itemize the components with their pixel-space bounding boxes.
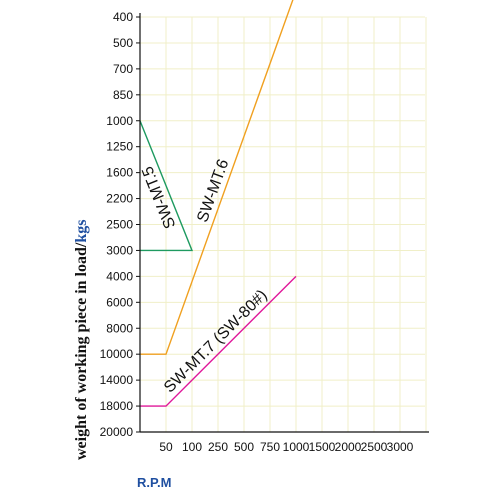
y-tick-label: 14000 — [100, 373, 134, 387]
y-axis-title-unit: kgs — [73, 220, 90, 243]
y-tick-label: 1600 — [106, 166, 133, 180]
y-axis-title-text: weight of working piece in load/ — [73, 242, 90, 460]
x-tick-label: 1000 — [283, 440, 310, 454]
series-label-2: SW-MT.6 — [194, 157, 232, 224]
series-label-1: SW-MT.5 — [139, 164, 179, 231]
series-layer — [139, 0, 297, 407]
y-tick-label: 1000 — [106, 114, 133, 128]
y-tick-label: 18000 — [100, 399, 134, 413]
series-line-3 — [140, 275, 297, 407]
y-tick-label: 700 — [113, 62, 133, 76]
y-tick-label: 500 — [113, 36, 133, 50]
x-tick-label: 2000 — [335, 440, 362, 454]
x-tick-label: 3000 — [387, 440, 414, 454]
y-tick-label: 3000 — [106, 243, 133, 257]
x-tick-label: 100 — [182, 440, 202, 454]
x-tick-label: 2500 — [361, 440, 388, 454]
y-tick-label: 10000 — [100, 347, 134, 361]
y-tick-label: 1250 — [106, 140, 133, 154]
x-tick-label: 750 — [260, 440, 280, 454]
x-tick-label: 1500 — [309, 440, 336, 454]
x-axis-title: R.P.M — [137, 475, 171, 490]
y-tick-label: 2200 — [106, 192, 133, 206]
x-tick-label: 500 — [234, 440, 254, 454]
x-tick-label: 50 — [159, 440, 173, 454]
y-tick-label: 400 — [113, 10, 133, 24]
y-tick-label: 2500 — [106, 218, 133, 232]
series-line-1 — [139, 120, 194, 252]
x-tick-label: 250 — [208, 440, 228, 454]
y-tick-label: 6000 — [106, 295, 133, 309]
y-tick-label: 850 — [113, 88, 133, 102]
y-tick-label: 8000 — [106, 321, 133, 335]
y-tick-label: 4000 — [106, 269, 133, 283]
series-line-2 — [140, 0, 294, 355]
y-tick-labels: 400 500 700 850 1000 1250 1600 2200 2500 3000 4000… — [100, 10, 134, 439]
axes — [136, 13, 429, 433]
y-tick-label: 20000 — [100, 425, 134, 439]
x-tick-labels: 50 100 250 500 750 1000 1500 2000 2500 3000 — [159, 440, 413, 454]
y-axis-title: weight of working piece in load/kgs — [73, 220, 90, 460]
